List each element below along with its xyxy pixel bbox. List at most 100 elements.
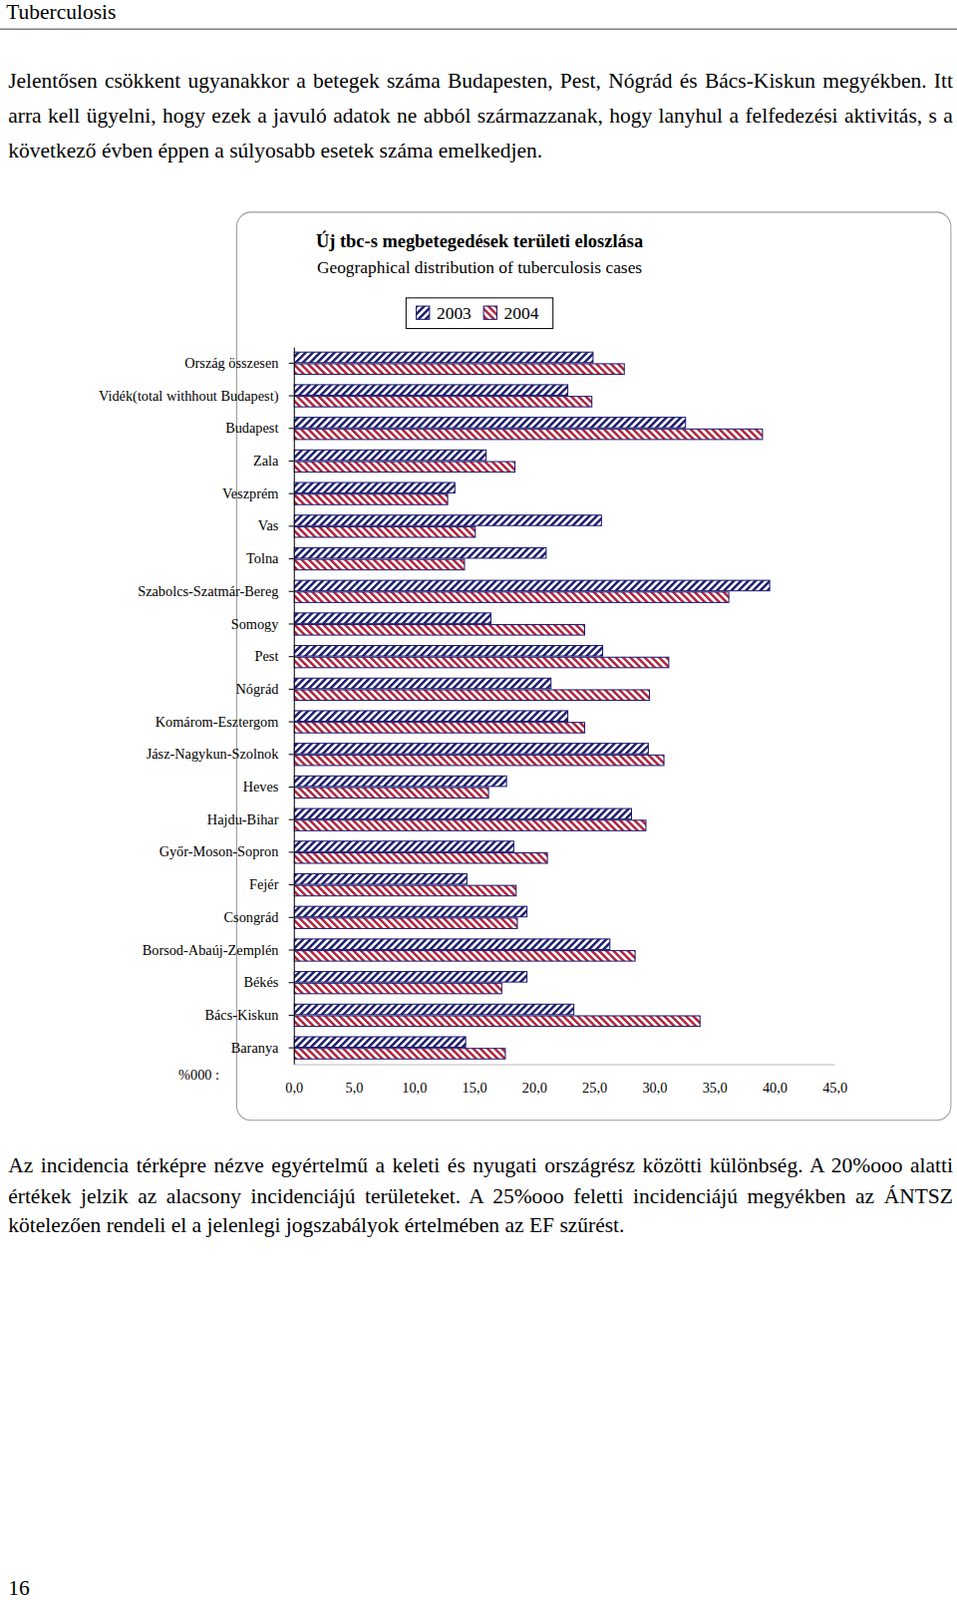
legend-box: [405, 298, 553, 329]
bar: [294, 417, 686, 429]
category-label: Bács-Kiskun: [204, 1006, 279, 1023]
tick: Heves: [243, 778, 295, 795]
bar: [294, 363, 625, 375]
tick: Győr-Moson-Sopron: [159, 843, 295, 860]
tick-label: 15,0: [462, 1079, 488, 1096]
axis-unit-label: %000 :: [178, 1066, 220, 1083]
category-label: Jász-Nagykun-Szolnok: [146, 745, 281, 762]
tick-label: 20,0: [522, 1079, 548, 1096]
tick-mark: [289, 362, 295, 364]
tick: 15,0: [462, 1063, 488, 1096]
tick: 40,0: [762, 1063, 788, 1096]
category-label: Tolna: [246, 550, 280, 567]
tick: Borsod-Abaúj-Zemplén: [142, 942, 295, 958]
tick-mark: [289, 851, 295, 853]
legend-label: 2004: [504, 304, 540, 323]
bar: [294, 482, 456, 494]
tick: 0,0: [285, 1063, 304, 1096]
tick: Békés: [243, 973, 294, 990]
category-label: Komárom-Esztergom: [155, 713, 280, 730]
bar: [294, 885, 517, 897]
page-number: 16: [7, 1575, 29, 1600]
tick-label: 30,0: [641, 1079, 667, 1096]
tick-mark: [289, 981, 295, 983]
bar: [294, 1048, 506, 1060]
bar: [294, 449, 487, 461]
category-label: Pest: [255, 647, 280, 664]
bar: [294, 515, 603, 527]
category-label: Hajdu-Bihar: [207, 811, 280, 828]
legend-swatch: [416, 306, 430, 319]
tick: 35,0: [702, 1063, 728, 1096]
axis-line: [294, 346, 296, 1064]
page-header: Tuberculosis: [5, 0, 116, 26]
category-label: Nógrád: [235, 680, 279, 697]
tick: 30,0: [641, 1063, 667, 1096]
tick-mark: [289, 558, 295, 560]
tick-mark: [289, 753, 295, 755]
tick: Somogy: [231, 616, 295, 633]
bar: [294, 873, 468, 885]
tick-label: 5,0: [345, 1079, 364, 1096]
category-label: Zala: [253, 452, 280, 469]
bar: [294, 396, 593, 408]
tick-mark: [289, 721, 295, 723]
chart: Új tbc-s megbetegedések területi eloszlá…: [0, 0, 957, 1600]
tick-mark: [289, 427, 295, 429]
tick-mark: [289, 655, 295, 657]
bar: [294, 677, 552, 689]
tick-label: 25,0: [582, 1079, 608, 1096]
tick: Vas: [258, 517, 295, 534]
bar: [294, 547, 547, 559]
tick: 45,0: [822, 1063, 848, 1096]
tick: 20,0: [522, 1063, 548, 1096]
tick-label: 0,0: [285, 1079, 304, 1096]
x-axis: 0,05,010,015,020,025,030,035,040,045,0: [285, 1063, 848, 1096]
chart-title: Új tbc-s megbetegedések területi eloszlá…: [316, 230, 643, 252]
paragraph: Az incidencia térképre nézve egyértelmű …: [7, 1150, 954, 1242]
tick: Hajdu-Bihar: [207, 811, 295, 828]
category-label: Vidék(total withhout Budapest): [98, 387, 280, 405]
category-label: Budapest: [225, 419, 279, 436]
category-label: Baranya: [231, 1039, 280, 1056]
tick: 25,0: [582, 1063, 608, 1096]
bar: [294, 710, 569, 722]
tick: Baranya: [231, 1039, 295, 1056]
tick: Tolna: [246, 550, 295, 567]
bar: [294, 645, 604, 657]
bar: [294, 656, 669, 668]
bar: [294, 951, 636, 962]
bar: [294, 494, 448, 506]
tick-mark: [289, 884, 295, 886]
tick: Veszprém: [222, 485, 295, 502]
tick: Pest: [255, 647, 295, 664]
bar: [294, 461, 516, 473]
bar: [294, 625, 586, 637]
bar: [294, 982, 503, 994]
bar: [294, 384, 569, 396]
tick-mark: [289, 819, 295, 821]
category-label: Ország összesen: [184, 354, 279, 371]
bar: [294, 613, 492, 625]
tick: Ország összesen: [184, 354, 295, 371]
tick-label: 35,0: [702, 1079, 728, 1096]
bar: [294, 918, 518, 930]
header-rule: [0, 28, 957, 30]
tick-mark: [289, 493, 295, 495]
category-label: Fejér: [249, 876, 280, 893]
bar: [294, 841, 515, 853]
tick-mark: [289, 688, 295, 690]
legend-swatch: [483, 306, 497, 319]
bar: [294, 592, 729, 604]
tick-mark: [289, 460, 295, 462]
legend-label: 2003: [436, 304, 472, 323]
bar: [294, 428, 763, 440]
tick: 5,0: [345, 1063, 364, 1096]
bar: [294, 351, 594, 363]
tick: Fejér: [249, 876, 295, 893]
tick: Komárom-Esztergom: [155, 713, 295, 730]
y-axis: Ország összesen Vidék(total withhout Buda…: [98, 346, 295, 1064]
legend: 2003 2004: [405, 298, 553, 329]
tick-mark: [289, 591, 295, 593]
category-label: Szabolcs-Szatmár-Bereg: [137, 583, 279, 600]
